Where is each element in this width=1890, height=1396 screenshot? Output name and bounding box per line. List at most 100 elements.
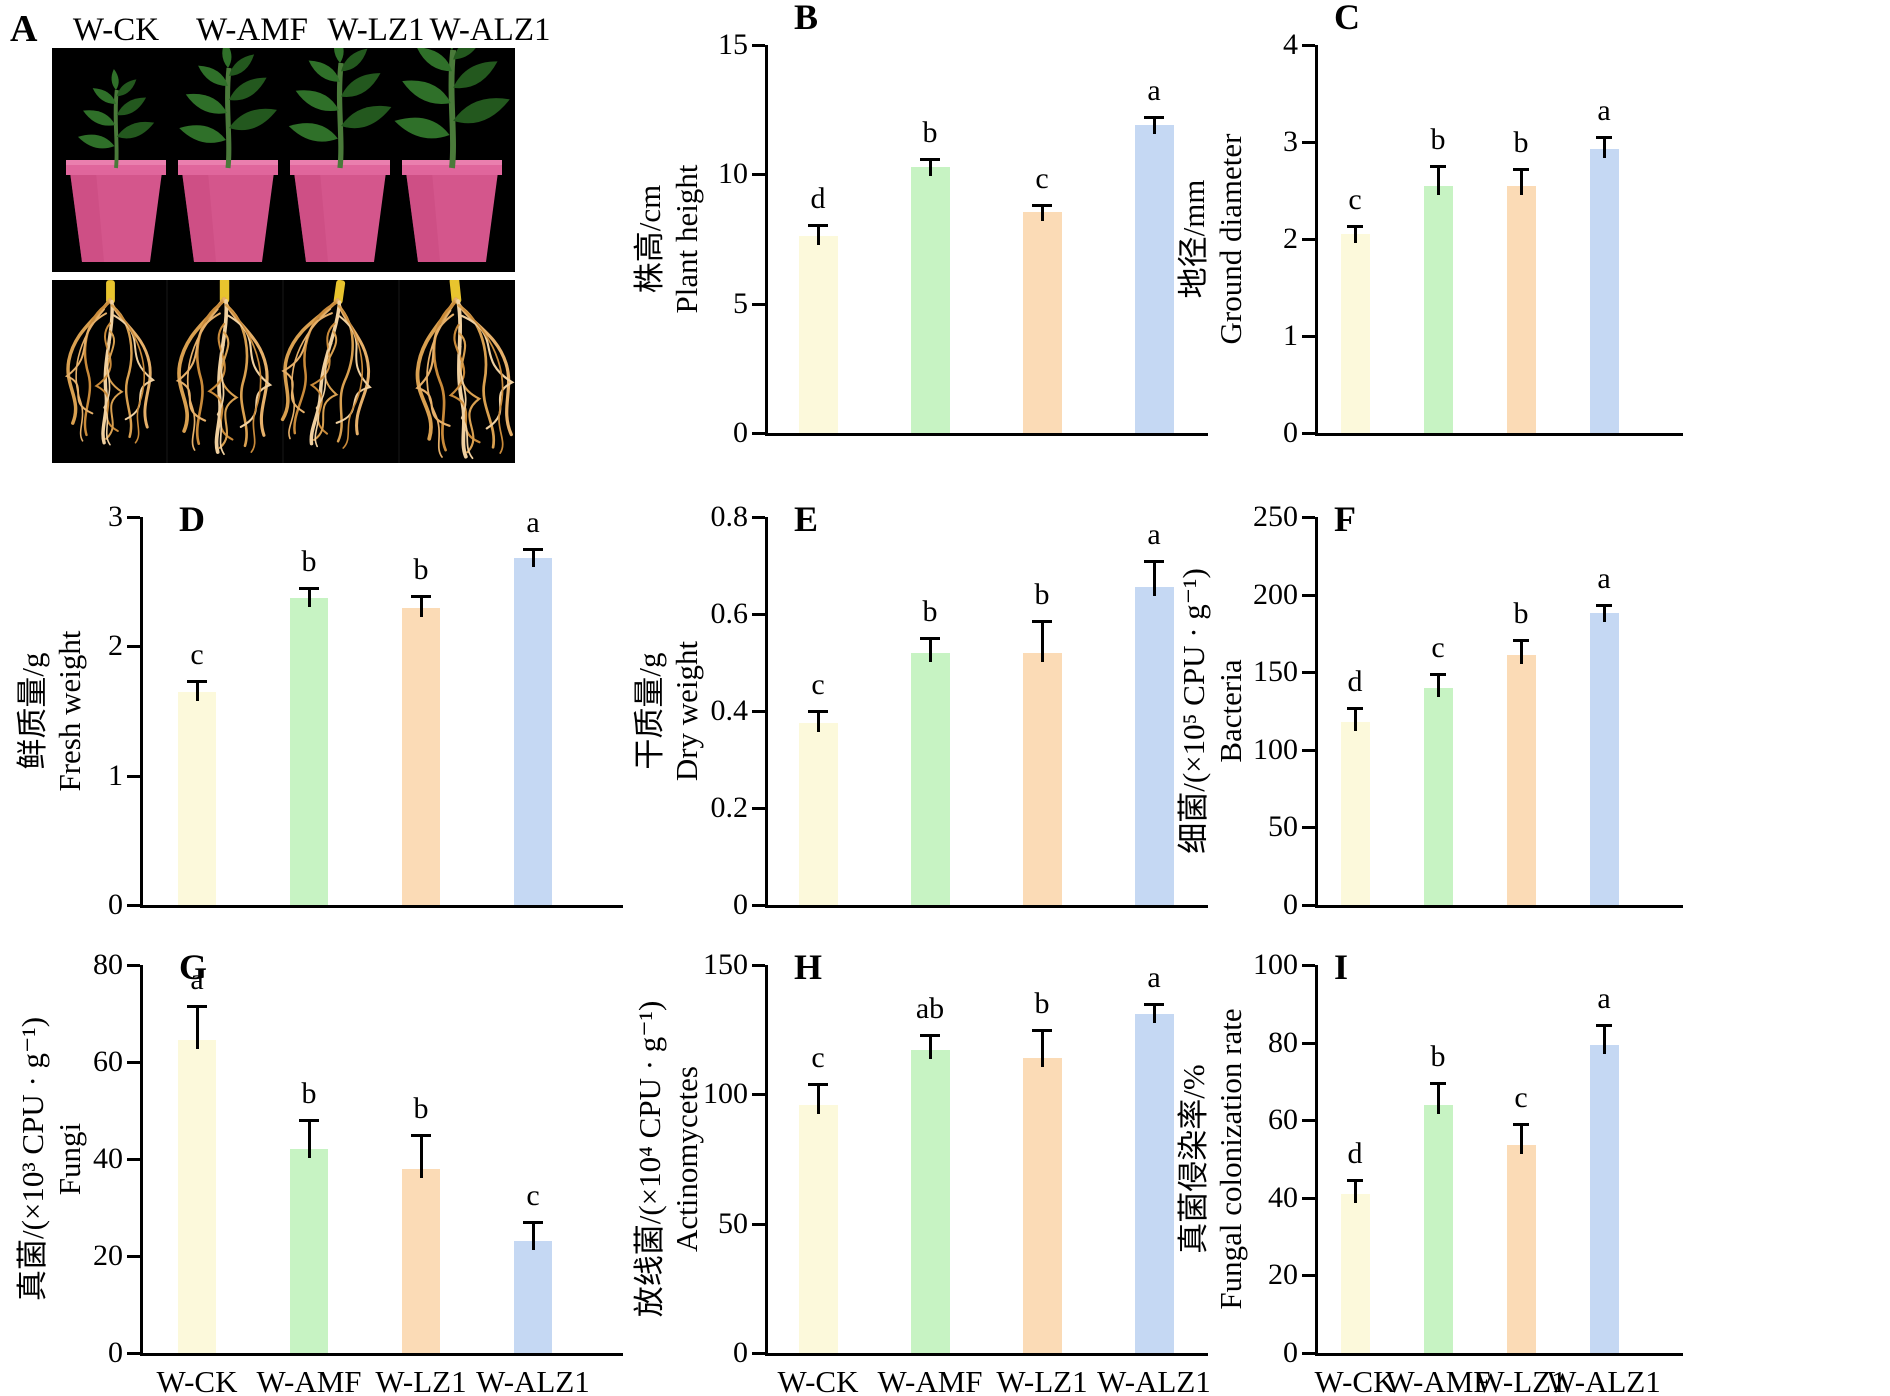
significance-letter: d <box>1347 664 1363 698</box>
bar-C-W-LZ1 <box>1506 185 1536 433</box>
error-bar <box>1152 117 1156 135</box>
y-tick-label: 150 <box>1253 655 1298 689</box>
bar-E-W-ALZ1 <box>1134 587 1174 905</box>
significance-letter: b <box>1430 1040 1446 1074</box>
y-axis-D <box>140 517 143 908</box>
y-tick-label: 40 <box>1268 1180 1298 1214</box>
x-tick-label: W-ALZ1 <box>476 1364 590 1396</box>
error-bar <box>195 1006 199 1050</box>
bar-E-W-AMF <box>910 652 950 905</box>
error-bar-cap <box>1513 1123 1529 1127</box>
error-bar <box>419 1134 423 1178</box>
y-tick-label: 3 <box>108 500 123 533</box>
y-tick <box>752 302 765 306</box>
treatment-label-wlz1: W-LZ1 <box>327 12 425 48</box>
bar-C-W-CK <box>1340 234 1370 433</box>
bar-F-W-ALZ1 <box>1589 613 1619 905</box>
x-axis-F <box>1315 905 1683 908</box>
bar-D-W-ALZ1 <box>514 558 552 905</box>
significance-letter: c <box>1431 630 1445 664</box>
error-bar-cap <box>1144 559 1164 563</box>
error-bar-cap <box>1430 165 1446 169</box>
error-bar-cap <box>1032 1028 1052 1032</box>
error-bar <box>816 1083 820 1114</box>
bar-D-W-CK <box>178 691 216 905</box>
error-bar <box>928 1034 932 1060</box>
bar-I-W-AMF <box>1423 1104 1453 1353</box>
x-axis-H <box>765 1353 1208 1356</box>
y-tick-label: 80 <box>93 948 123 981</box>
y-tick-label: 1 <box>1283 319 1298 352</box>
panel-letter-E: E <box>794 499 819 539</box>
y-tick-label: 0 <box>108 888 123 921</box>
bar-I-W-ALZ1 <box>1589 1044 1619 1353</box>
y-tick-label: 50 <box>718 1206 748 1240</box>
y-tick-label: 4 <box>1283 28 1298 61</box>
y-tick-label: 3 <box>1283 125 1298 158</box>
y-tick-label: 100 <box>1253 732 1298 766</box>
bar-H-W-AMF <box>910 1050 950 1353</box>
bar-G-W-AMF <box>290 1149 328 1353</box>
panel-a-label: A <box>10 8 38 50</box>
y-axis-label-E: 干质量/g Dry weight <box>631 461 705 961</box>
y-tick <box>1302 964 1315 967</box>
significance-letter: b <box>413 1091 429 1125</box>
y-label-zh: 地径/mm <box>1176 179 1211 299</box>
significance-letter: c <box>1035 162 1049 196</box>
y-axis-label-G: 真菌/(×10³ CPU · g⁻¹) Fungi <box>14 909 88 1396</box>
y-axis-C <box>1315 45 1318 436</box>
y-tick <box>127 645 140 649</box>
error-bar <box>195 681 199 701</box>
bar-H-W-CK <box>798 1104 838 1353</box>
x-tick-label: W-AMF <box>256 1364 362 1396</box>
error-bar-cap <box>523 1221 543 1225</box>
y-tick <box>752 613 765 616</box>
error-bar-cap <box>1513 168 1529 172</box>
error-bar <box>1040 1029 1044 1068</box>
y-label-en: Fungal colonization rate <box>1213 1008 1248 1310</box>
x-axis-I <box>1315 1353 1683 1356</box>
bar-C-W-ALZ1 <box>1589 148 1619 433</box>
panel-letter-F: F <box>1334 499 1356 539</box>
bar-B-W-CK <box>798 236 838 433</box>
error-bar <box>816 711 820 733</box>
y-tick-label: 15 <box>718 28 748 61</box>
significance-letter: a <box>526 506 540 540</box>
error-bar-cap <box>299 1119 319 1123</box>
y-axis-label-I: 真菌侵染率/% Fungal colonization rate <box>1175 909 1249 1396</box>
y-axis-G <box>140 965 143 1356</box>
significance-letter: a <box>1147 74 1161 108</box>
y-tick <box>1302 1119 1315 1123</box>
y-tick-label: 0.4 <box>710 694 749 727</box>
significance-letter: c <box>1348 183 1362 217</box>
panel-letter-B: B <box>794 0 819 37</box>
bar-C-W-AMF <box>1423 185 1453 433</box>
error-bar-cap <box>1032 204 1052 208</box>
y-label-en: Dry weight <box>669 640 704 782</box>
error-bar <box>1353 707 1357 731</box>
error-bar <box>1353 1180 1357 1203</box>
x-axis-C <box>1315 433 1683 436</box>
significance-letter: b <box>413 552 429 586</box>
y-tick-label: 2 <box>108 629 123 663</box>
x-tick-label: W-ALZ1 <box>1547 1364 1661 1396</box>
significance-letter: b <box>922 595 938 629</box>
y-tick <box>1302 904 1315 907</box>
error-bar-cap <box>1144 1002 1164 1006</box>
y-tick-label: 0.8 <box>710 500 749 533</box>
error-bar-cap <box>920 637 940 641</box>
panel-letter-I: I <box>1334 947 1349 987</box>
y-tick <box>127 774 140 778</box>
y-tick <box>1302 238 1315 241</box>
y-tick-label: 0.6 <box>710 597 749 630</box>
bar-E-W-LZ1 <box>1022 652 1062 905</box>
y-tick <box>1302 516 1315 519</box>
y-tick <box>127 1352 140 1355</box>
error-bar <box>1436 166 1440 195</box>
bar-H-W-LZ1 <box>1022 1058 1062 1353</box>
error-bar <box>1519 1124 1523 1155</box>
y-tick-label: 0 <box>733 416 748 449</box>
error-bar <box>307 588 311 608</box>
y-tick-label: 100 <box>703 1077 748 1111</box>
y-tick <box>1302 748 1315 752</box>
